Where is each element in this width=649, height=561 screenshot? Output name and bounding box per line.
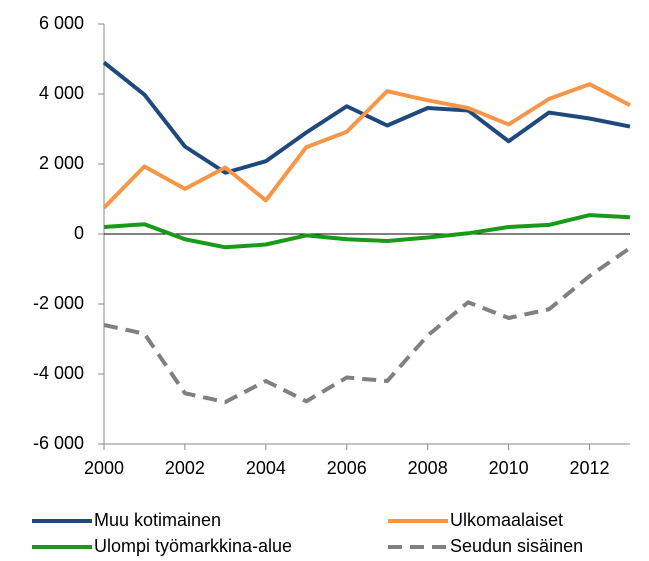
y-tick-label: 4 000 (39, 83, 84, 103)
legend-label: Ulkomaalaiset (450, 510, 563, 530)
y-tick-label: 2 000 (39, 153, 84, 173)
series-line (102, 60, 631, 175)
x-tick-label: 2010 (489, 458, 529, 478)
series-line (102, 82, 631, 210)
legend-label: Ulompi työmarkkina-alue (94, 536, 292, 556)
x-tick-label: 2004 (246, 458, 286, 478)
y-tick-label: -2 000 (33, 293, 84, 313)
x-tick-label: 2006 (327, 458, 367, 478)
x-tick-label: 2000 (84, 458, 124, 478)
series-line (103, 213, 631, 250)
y-tick-label: 0 (74, 223, 84, 243)
x-tick-label: 2002 (165, 458, 205, 478)
series-line (103, 246, 632, 404)
x-tick-label: 2012 (570, 458, 610, 478)
y-tick-label: -6 000 (33, 433, 84, 453)
y-tick-label: 6 000 (39, 13, 84, 33)
legend-label: Seudun sisäinen (450, 536, 583, 556)
y-tick-label: -4 000 (33, 363, 84, 383)
legend-label: Muu kotimainen (94, 510, 221, 530)
x-tick-label: 2008 (408, 458, 448, 478)
